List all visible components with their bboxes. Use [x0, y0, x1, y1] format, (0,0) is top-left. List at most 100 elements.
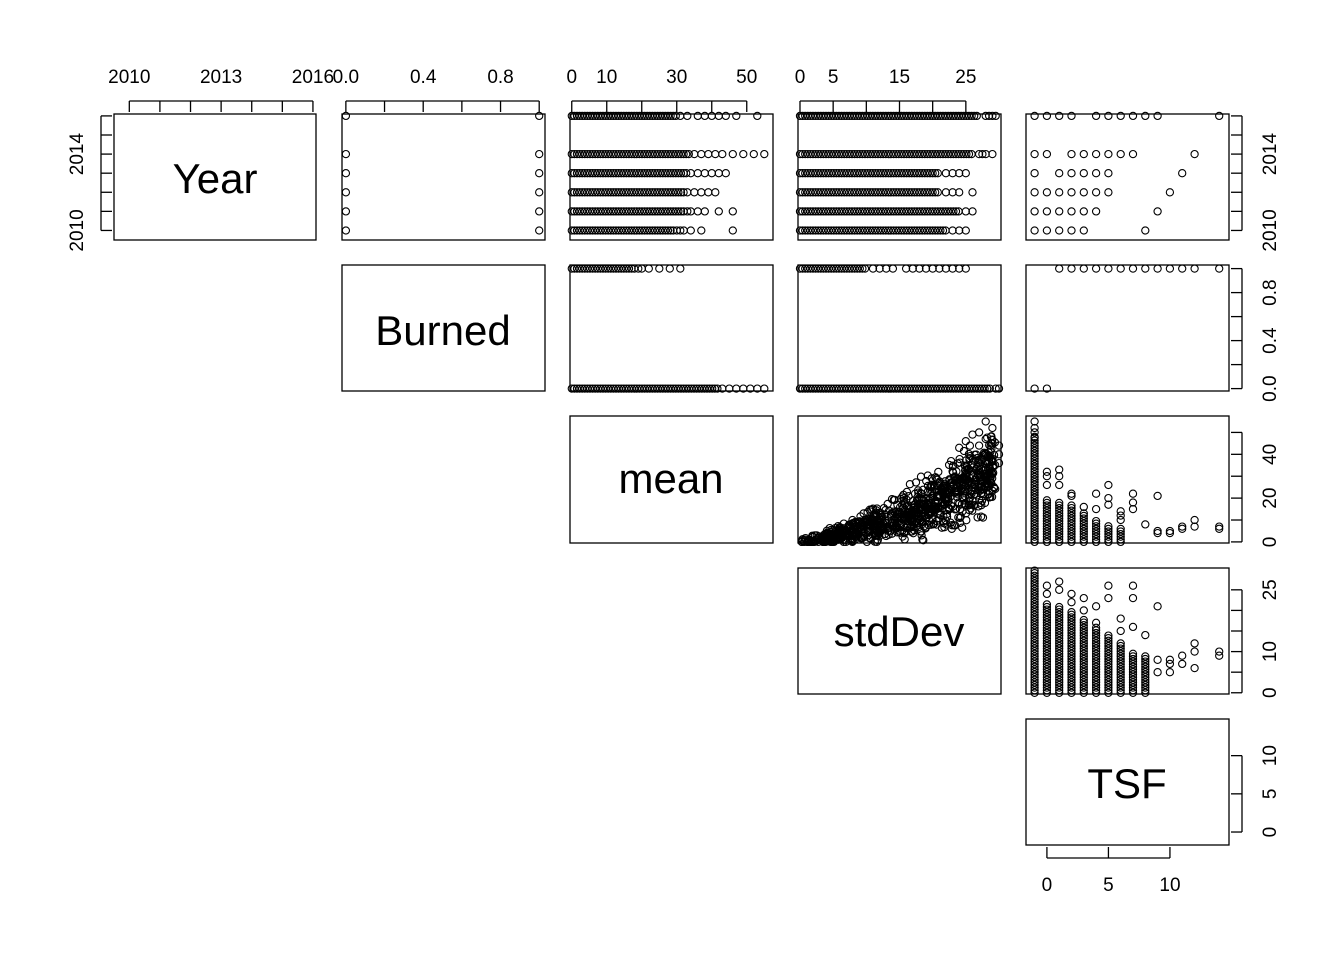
point-year-vs-mean [596, 207, 605, 216]
point-year-vs-stddev [816, 207, 825, 216]
point-year-vs-stddev [907, 111, 916, 121]
point-burned-vs-stddev [855, 264, 864, 273]
point-year-vs-stddev [951, 111, 961, 121]
point-year-vs-mean [671, 188, 680, 197]
point-mean-vs-tsf [1042, 501, 1052, 510]
point-year-vs-tsf [1091, 111, 1101, 121]
point-stddev-vs-tsf [1104, 683, 1113, 692]
point-mean-vs-tsf [1067, 524, 1076, 534]
point-mean-vs-tsf [1030, 451, 1039, 461]
point-mean-vs-stddev [972, 485, 981, 495]
point-mean-vs-tsf [1091, 532, 1101, 541]
point-year-vs-stddev [879, 149, 888, 159]
point-year-vs-stddev [968, 207, 977, 216]
right-tick-label-mean: 20 [1260, 488, 1281, 509]
point-mean-vs-tsf [1030, 470, 1039, 479]
point-year-vs-stddev [806, 188, 815, 197]
point-year-vs-stddev [955, 226, 964, 235]
point-stddev-vs-tsf [1141, 662, 1150, 671]
point-mean-vs-stddev [994, 450, 1004, 459]
point-mean-vs-tsf [1067, 514, 1076, 523]
point-stddev-vs-tsf [1067, 683, 1076, 692]
point-stddev-vs-tsf [1055, 641, 1064, 651]
point-stddev-vs-tsf [1042, 649, 1052, 658]
point-mean-vs-tsf [1030, 483, 1039, 492]
point-stddev-vs-tsf [1042, 615, 1052, 625]
point-year-vs-stddev [941, 111, 950, 121]
point-stddev-vs-tsf [1030, 652, 1039, 661]
point-stddev-vs-tsf [1104, 641, 1113, 651]
point-year-vs-mean [619, 188, 628, 197]
point-burned-vs-mean [567, 264, 576, 273]
point-year-vs-mean [671, 207, 680, 216]
point-year-vs-stddev [824, 149, 833, 159]
point-burned-vs-mean [588, 264, 597, 273]
point-year-vs-stddev [801, 226, 810, 235]
point-stddev-vs-tsf [1116, 678, 1125, 687]
point-year-vs-mean [676, 188, 686, 197]
point-year-vs-stddev [860, 111, 870, 121]
point-year-vs-stddev [840, 188, 849, 197]
point-stddev-vs-tsf [1104, 593, 1113, 603]
point-mean-vs-tsf [1030, 475, 1039, 484]
point-year-vs-stddev [918, 169, 927, 178]
point-burned-vs-mean [572, 264, 582, 273]
point-stddev-vs-tsf [1116, 614, 1125, 623]
point-year-vs-mean [643, 149, 652, 159]
point-year-vs-mean [624, 207, 634, 216]
point-year-vs-mean [604, 207, 613, 216]
point-mean-vs-tsf [1141, 520, 1150, 529]
point-stddev-vs-tsf [1091, 623, 1101, 632]
point-mean-vs-stddev [906, 515, 916, 524]
point-stddev-vs-tsf [1091, 644, 1101, 653]
point-year-vs-stddev [821, 149, 831, 159]
point-year-vs-stddev [884, 226, 893, 235]
point-mean-vs-stddev [961, 509, 971, 518]
point-year-vs-stddev [816, 111, 825, 121]
point-mean-vs-tsf [1030, 522, 1039, 531]
right-tick-label-stddev: 25 [1260, 579, 1281, 600]
point-year-vs-stddev [840, 169, 849, 178]
point-stddev-vs-tsf [1055, 631, 1064, 640]
point-stddev-vs-tsf [1079, 593, 1088, 603]
left-tick-label-year: 2010 [67, 209, 88, 251]
point-stddev-vs-tsf [1042, 621, 1052, 630]
point-year-vs-mean [663, 169, 673, 178]
point-year-vs-mean [650, 149, 660, 159]
point-stddev-vs-tsf [1091, 639, 1101, 648]
point-year-vs-stddev [928, 188, 937, 197]
point-year-vs-tsf [1141, 226, 1150, 235]
point-year-vs-stddev [879, 188, 888, 197]
point-year-vs-mean [682, 149, 691, 159]
point-year-vs-stddev [933, 207, 942, 216]
point-year-vs-stddev [832, 188, 841, 197]
point-year-vs-mean [604, 111, 613, 121]
point-year-vs-burned [535, 226, 544, 235]
point-stddev-vs-tsf [1067, 654, 1076, 664]
right-tick-label-year: 2010 [1260, 209, 1281, 251]
right-tick-label-mean: 40 [1260, 444, 1281, 465]
point-stddev-vs-tsf [1128, 688, 1138, 697]
point-stddev-vs-tsf [1030, 597, 1039, 606]
point-year-vs-stddev [858, 226, 867, 235]
point-stddev-vs-tsf [1091, 673, 1101, 682]
point-burned-vs-stddev [888, 264, 898, 273]
point-burned-vs-mean [606, 384, 615, 393]
point-mean-vs-stddev [912, 495, 922, 505]
point-burned-vs-mean [585, 264, 595, 273]
point-mean-vs-stddev [976, 498, 985, 508]
point-year-vs-mean [575, 188, 584, 197]
point-year-vs-mean [585, 207, 595, 216]
point-stddev-vs-tsf [1091, 662, 1101, 671]
point-burned-vs-mean [619, 384, 628, 393]
point-year-vs-burned [341, 188, 351, 197]
point-stddev-vs-tsf [1030, 566, 1039, 575]
top-tick-label-mean: 10 [596, 67, 617, 88]
point-stddev-vs-tsf [1116, 675, 1125, 684]
point-year-vs-stddev [951, 207, 961, 216]
point-mean-vs-tsf [1055, 519, 1064, 528]
point-burned-vs-mean [627, 384, 636, 393]
point-mean-vs-stddev [948, 502, 958, 511]
point-stddev-vs-tsf [1141, 675, 1150, 684]
point-burned-vs-stddev [816, 264, 825, 273]
